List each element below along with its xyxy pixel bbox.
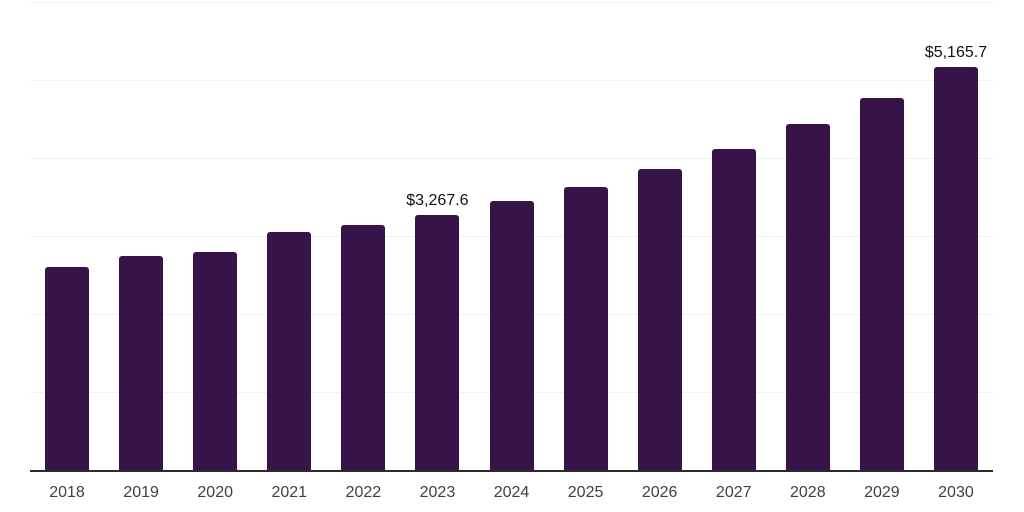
bar-2027	[711, 148, 756, 470]
gridline	[30, 158, 993, 159]
x-tick-label-2027: 2027	[715, 484, 752, 501]
bar-2020	[193, 252, 238, 470]
x-tick-label-2020: 2020	[197, 484, 233, 501]
x-tick-label-2018: 2018	[49, 484, 85, 501]
x-tick-label-2025: 2025	[567, 484, 604, 501]
x-tick-label-2029: 2029	[864, 484, 900, 501]
plot-area: $3,267.6 $5,165.7	[30, 2, 993, 472]
gridline	[30, 2, 993, 3]
bar-2028	[785, 124, 830, 470]
bar-2022	[341, 225, 386, 470]
bar-2024	[489, 200, 534, 470]
bar-2029	[859, 97, 904, 470]
x-tick-label-2021: 2021	[271, 484, 308, 501]
bar-2030	[933, 67, 978, 470]
bar-2021	[267, 232, 312, 470]
bar-2025	[563, 186, 608, 470]
bar-2026	[637, 168, 682, 470]
data-label-2030: $5,165.7	[924, 44, 988, 62]
bar-2019	[119, 255, 164, 470]
x-tick-label-2022: 2022	[345, 484, 382, 501]
x-tick-label-2019: 2019	[123, 484, 159, 501]
data-label-2023: $3,267.6	[406, 192, 469, 210]
gridline	[30, 80, 993, 81]
x-tick-label-2024: 2024	[493, 484, 530, 501]
x-tick-label-2026: 2026	[641, 484, 678, 501]
x-tick-label-2030: 2030	[938, 484, 974, 501]
x-tick-label-2028: 2028	[790, 484, 826, 501]
x-tick-label-2023: 2023	[419, 484, 456, 501]
bar-2018	[45, 267, 90, 470]
bar-2023	[415, 215, 460, 470]
